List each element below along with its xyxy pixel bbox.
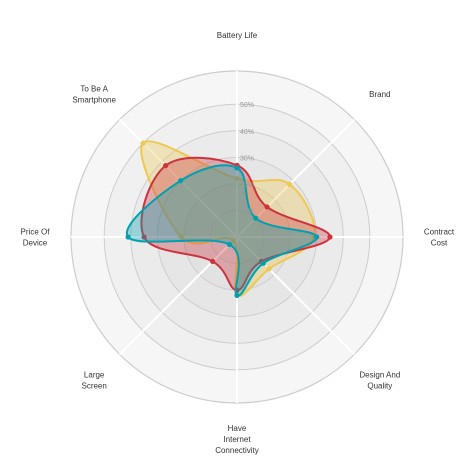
axis-label-line: Device: [23, 239, 48, 248]
axis-label-line: Quality: [367, 381, 392, 390]
axis-label: Design And Quality: [359, 370, 400, 390]
tick-label: 10%: [240, 208, 254, 215]
axis-line: [118, 118, 238, 238]
data-point: [140, 140, 146, 146]
axis-label: Large Screen: [81, 370, 106, 390]
data-point: [163, 163, 169, 169]
axis-label-line: To Be A: [80, 85, 108, 94]
axis-label-line: Design And: [359, 370, 400, 379]
radar-series-3: [125, 164, 320, 299]
data-point: [141, 234, 147, 240]
axis-label: Brand: [369, 90, 390, 99]
axis-label-line: Internet: [223, 435, 251, 444]
axis-label: Contract Cost: [424, 228, 455, 248]
data-point: [253, 215, 259, 221]
data-point: [226, 241, 233, 248]
axis-line: [236, 236, 356, 356]
axis-label-line: Connectivity: [215, 446, 259, 455]
axis-label: To Be A Smartphone: [72, 85, 116, 105]
radar-axes: [71, 71, 403, 403]
data-point: [314, 234, 320, 240]
axis-label-line: Battery Life: [217, 31, 258, 40]
data-point: [266, 266, 272, 272]
series-area: [141, 157, 330, 291]
data-point: [125, 234, 131, 240]
axis-label-line: Cost: [431, 239, 448, 248]
radar-axis-labels: Battery Life Brand Contract Cost Design And Q…: [21, 31, 455, 455]
data-point: [264, 204, 270, 210]
axis-label-line: Contract: [424, 228, 455, 237]
tick-label: 30%: [240, 155, 254, 162]
tick-label: 40%: [240, 129, 254, 136]
data-point: [234, 165, 240, 171]
data-point: [234, 292, 240, 299]
data-point: [327, 234, 333, 240]
data-point: [209, 258, 216, 265]
axis-label-line: Smartphone: [72, 96, 116, 105]
axis-label-line: Brand: [369, 90, 390, 99]
axis-label: Battery Life: [217, 31, 258, 40]
radar-tick-labels: 10% 20% 30% 40% 50%: [240, 102, 254, 215]
axis-label-line: Price Of: [21, 228, 51, 237]
series-area: [126, 165, 317, 296]
data-point: [230, 238, 236, 244]
tick-label: 50%: [240, 102, 254, 109]
axis-label-line: Have: [228, 424, 247, 433]
axis-label: Have Internet Connectivity: [215, 424, 259, 455]
data-point: [178, 234, 184, 240]
tick-label: 20%: [240, 182, 254, 189]
data-point: [286, 181, 293, 188]
axis-label-line: Screen: [81, 381, 106, 390]
axis-line: [118, 236, 238, 356]
radar-series: [125, 140, 333, 299]
data-point: [234, 175, 240, 182]
data-point: [260, 260, 266, 266]
data-point: [178, 178, 184, 184]
axis-label: Price Of Device: [21, 228, 51, 248]
axis-label-line: Large: [84, 370, 105, 379]
